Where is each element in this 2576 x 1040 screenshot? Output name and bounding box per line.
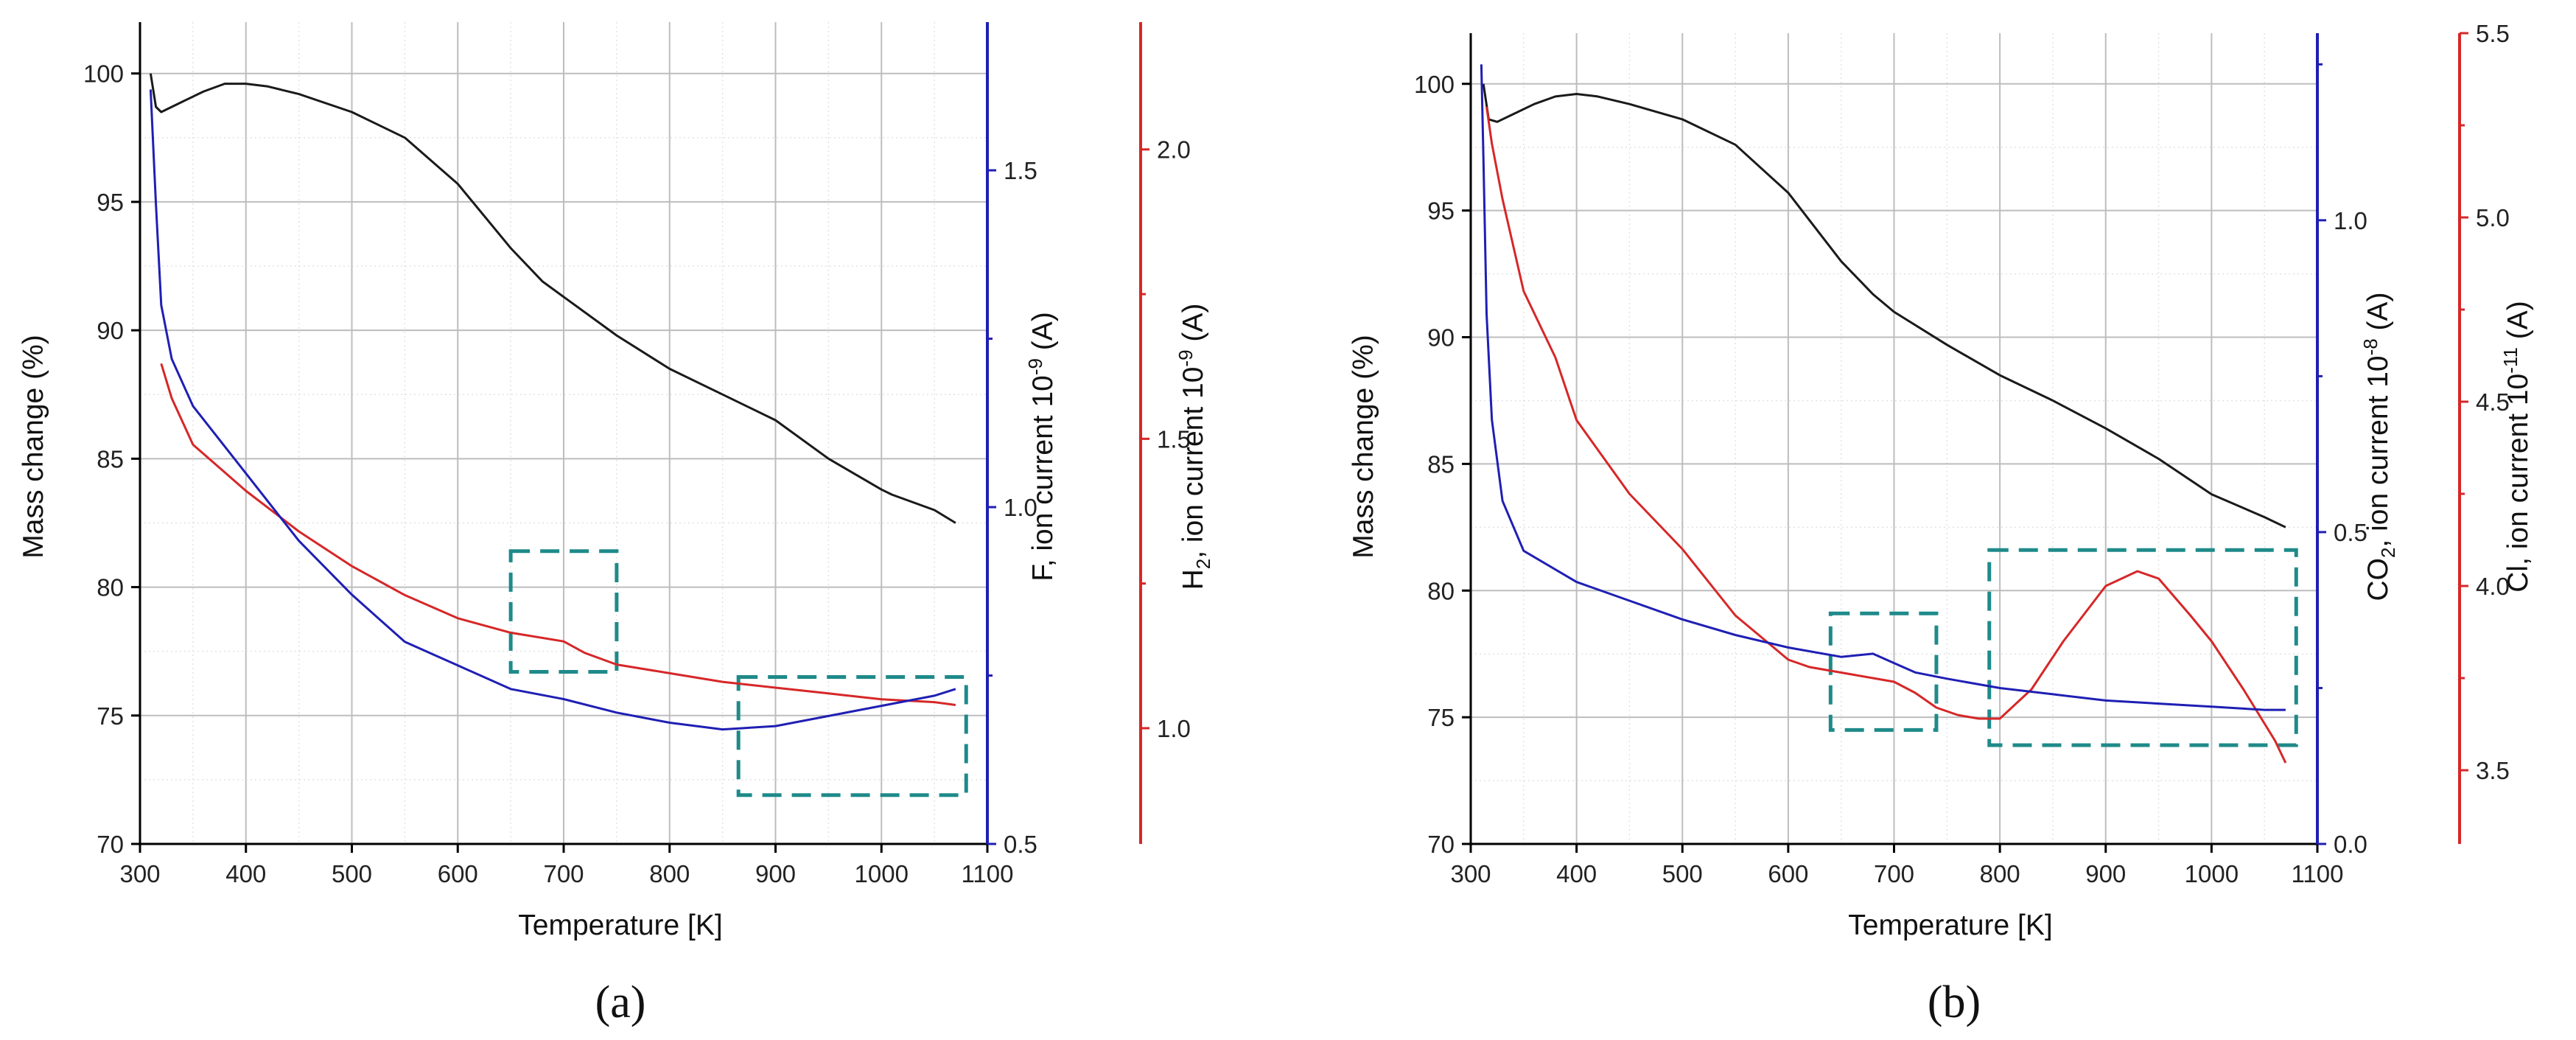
panel-b-right2-tick-label: 4.0 <box>2476 573 2510 600</box>
panel-a-highlight-boxes <box>508 549 968 798</box>
panel-b-x-tick-label: 700 <box>1874 860 1914 887</box>
panel-a-series <box>149 73 956 731</box>
panel-b-left-axis-label: Mass change (%) <box>1348 335 1379 558</box>
panel-a-tick-labels: 300 400 500 600 700 800 900 1000 1100 70 75 80 85 90 9… <box>83 60 1191 887</box>
panel-a-x-tick-label: 500 <box>332 860 372 887</box>
panel-a-right2-axis-label: H2, ion current 10-9 (A) <box>1175 304 1214 590</box>
panel-a-x-axis-label: Temperature [K] <box>518 910 722 941</box>
panel-a-highlight-box <box>508 549 619 674</box>
panel-b-highlight-box <box>1987 548 2298 747</box>
panel-b-series <box>1480 64 2287 764</box>
panel-a-left-tick-label: 70 <box>97 831 124 858</box>
panel-a-left-tick-label: 75 <box>97 702 124 730</box>
panel-a-left-tick-label: 90 <box>97 317 124 344</box>
panel-a-x-tick-label: 800 <box>649 860 690 887</box>
panel-b-left-tick-label: 90 <box>1427 324 1455 352</box>
panel-a-mass-change-line <box>149 73 956 524</box>
panel-a-right1-axis-label: F, ion current 10-9 (A) <box>1024 312 1059 582</box>
panel-b-cl-ion-current-line <box>1485 106 2287 764</box>
panel-a-right1-tick-label: 0.5 <box>1004 831 1037 858</box>
panel-a-right2-tick-label: 1.0 <box>1157 715 1191 742</box>
panel-b-right1-axis-label: CO2, ion current 10-8 (A) <box>2359 292 2399 601</box>
panel-b-right2-tick-label: 5.0 <box>2476 204 2510 231</box>
panel-b-x-tick-label: 800 <box>1980 860 2020 887</box>
panel-b-x-tick-label: 900 <box>2085 860 2126 887</box>
panel-a-left-tick-label: 80 <box>97 574 124 601</box>
panel-a-x-tick-label: 1100 <box>962 860 1014 887</box>
panel-b-x-tick-label: 600 <box>1768 860 1808 887</box>
panel-b-left-tick-label: 100 <box>1414 71 1455 98</box>
panel-a-highlight-box <box>736 675 968 798</box>
panel-b-left-tick-label: 85 <box>1427 450 1455 478</box>
panel-a-x-tick-label: 900 <box>755 860 796 887</box>
panel-a-f-ion-current-line <box>149 89 956 731</box>
panel-b-left-tick-label: 70 <box>1427 831 1455 858</box>
panel-b-x-tick-label: 500 <box>1662 860 1703 887</box>
panel-b-right1-tick-label: 0.5 <box>2334 519 2367 546</box>
panel-b: 300 400 500 600 700 800 900 1000 1100 70 75 80 85 90 9… <box>1348 20 2534 1027</box>
panel-b-right2-axis-label: Cl, ion current 10-11 (A) <box>2499 301 2534 592</box>
panel-b-right1-tick-label: 1.0 <box>2334 207 2367 234</box>
panel-a-right2-tick-label: 2.0 <box>1157 136 1191 164</box>
panel-a-left-tick-label: 100 <box>83 60 124 88</box>
panel-a-left-axis-label: Mass change (%) <box>18 335 49 558</box>
panel-b-left-tick-label: 80 <box>1427 577 1455 604</box>
panel-b-co2-ion-current-line <box>1480 64 2286 711</box>
panel-a-x-tick-label: 400 <box>225 860 266 887</box>
panel-b-right2-tick-label: 3.5 <box>2476 757 2510 784</box>
panel-b-tick-labels: 300 400 500 600 700 800 900 1000 1100 70 75 80 85 90 9… <box>1414 20 2510 887</box>
panel-a-x-tick-label: 300 <box>119 860 160 887</box>
panel-a-x-tick-label: 600 <box>438 860 478 887</box>
panel-b-right1-tick-label: 0.0 <box>2334 831 2367 858</box>
panel-b-x-tick-label: 1000 <box>2185 860 2239 887</box>
panel-a-right2-tick-label: 1.5 <box>1157 425 1191 453</box>
panel-a-right1-tick-label: 1.0 <box>1004 494 1037 521</box>
panel-b-axes <box>1462 32 2468 853</box>
panel-a-caption-label: (a) <box>595 977 646 1027</box>
panel-b-x-tick-label: 300 <box>1450 860 1491 887</box>
panel-a-right1-tick-label: 1.5 <box>1004 157 1037 184</box>
panel-a-x-tick-label: 1000 <box>855 860 909 887</box>
panel-b-x-tick-label: 400 <box>1556 860 1597 887</box>
panel-b-x-tick-label: 1100 <box>2292 860 2344 887</box>
panel-a-h2-ion-current-line <box>160 363 956 706</box>
panel-b-mass-change-line <box>1482 83 2286 528</box>
panel-b-caption-label: (b) <box>1928 977 1981 1027</box>
panel-a-axes <box>131 22 1149 853</box>
panel-b-x-axis-label: Temperature [K] <box>1848 910 2052 941</box>
panel-a-left-tick-label: 95 <box>97 189 124 216</box>
panel-b-right2-tick-label: 5.5 <box>2476 20 2510 47</box>
panel-a-x-tick-label: 700 <box>543 860 584 887</box>
panel-b-left-tick-label: 95 <box>1427 198 1455 225</box>
panel-b-left-tick-label: 75 <box>1427 704 1455 731</box>
panel-a: 300 400 500 600 700 800 900 1000 1100 70 75 80 85 90 9… <box>18 22 1214 1027</box>
panel-a-left-tick-label: 85 <box>97 445 124 472</box>
panel-b-right2-tick-label: 4.5 <box>2476 388 2510 416</box>
